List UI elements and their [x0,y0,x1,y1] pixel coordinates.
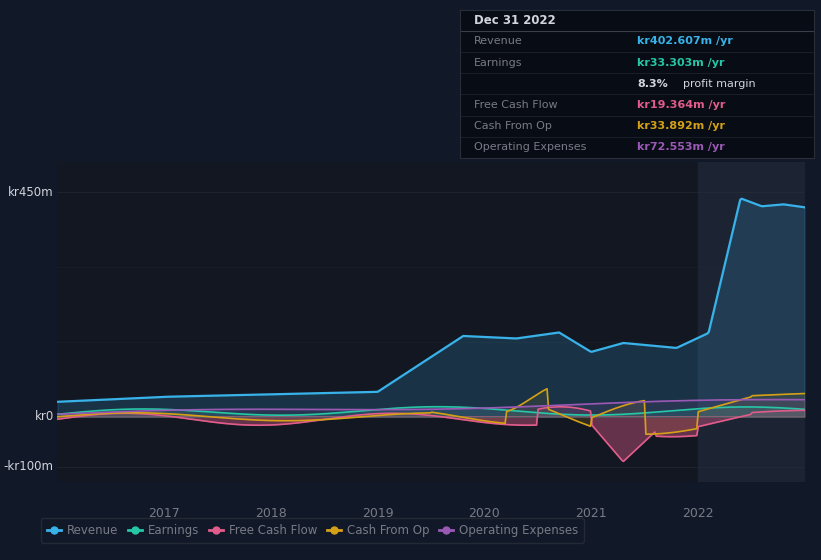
Text: 2018: 2018 [255,507,287,520]
Text: profit margin: profit margin [683,79,756,88]
Text: Free Cash Flow: Free Cash Flow [474,100,557,110]
Text: kr33.892m /yr: kr33.892m /yr [637,121,725,131]
Bar [698,162,819,482]
Text: Earnings: Earnings [474,58,522,68]
Text: Revenue: Revenue [474,36,523,46]
Text: kr450m: kr450m [8,186,53,199]
Text: kr402.607m /yr: kr402.607m /yr [637,36,733,46]
Text: kr72.553m /yr: kr72.553m /yr [637,142,725,152]
Text: 2017: 2017 [149,507,180,520]
Text: kr0: kr0 [34,410,53,423]
Text: 2019: 2019 [362,507,393,520]
Text: kr33.303m /yr: kr33.303m /yr [637,58,725,68]
Text: Operating Expenses: Operating Expenses [474,142,586,152]
Text: Dec 31 2022: Dec 31 2022 [474,13,556,27]
Text: 8.3%: 8.3% [637,79,667,88]
Text: 2021: 2021 [576,507,607,520]
Text: 2020: 2020 [469,507,500,520]
Text: -kr100m: -kr100m [4,460,53,473]
Text: kr19.364m /yr: kr19.364m /yr [637,100,726,110]
Text: 2022: 2022 [682,507,713,520]
Text: Cash From Op: Cash From Op [474,121,552,131]
Legend: Revenue, Earnings, Free Cash Flow, Cash From Op, Operating Expenses: Revenue, Earnings, Free Cash Flow, Cash … [41,518,584,543]
